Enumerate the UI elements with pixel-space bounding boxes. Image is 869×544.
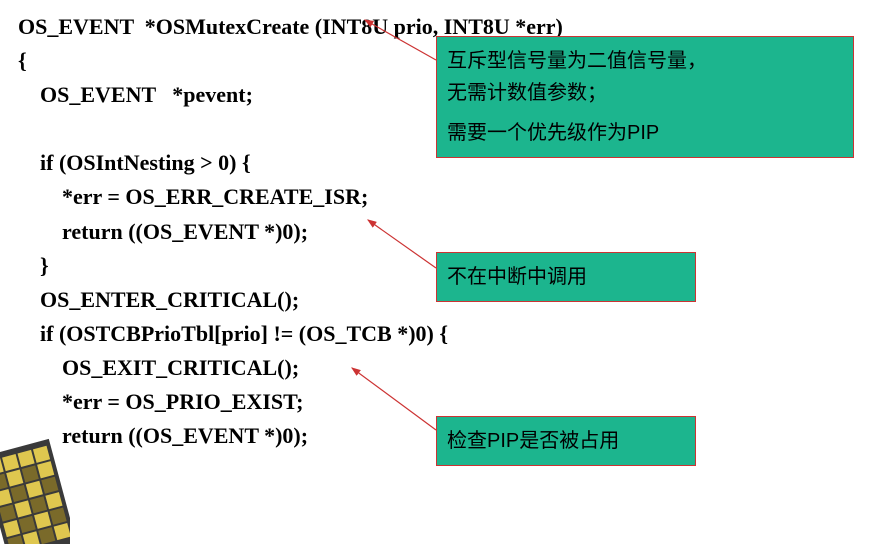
code-line: return ((OS_EVENT *)0); — [18, 219, 308, 244]
annotation-text-line: 互斥型信号量为二值信号量， — [447, 45, 843, 77]
code-line: OS_EXIT_CRITICAL(); — [18, 355, 299, 380]
code-line: if (OSIntNesting > 0) { — [18, 150, 251, 175]
code-line: *err = OS_ERR_CREATE_ISR; — [18, 184, 368, 209]
code-line: if (OSTCBPrioTbl[prio] != (OS_TCB *)0) { — [18, 321, 448, 346]
code-line: *err = OS_PRIO_EXIST; — [18, 389, 304, 414]
code-line: OS_EVENT *pevent; — [18, 82, 253, 107]
code-line: } — [18, 253, 49, 278]
annotation-check-pip: 检查PIP是否被占用 — [436, 416, 696, 466]
decorative-corner-graphic — [0, 424, 70, 544]
code-line: OS_ENTER_CRITICAL(); — [18, 287, 299, 312]
annotation-text: 不在中断中调用 — [447, 266, 587, 288]
code-line: { — [18, 48, 27, 73]
annotation-text-line: 无需计数值参数； — [447, 77, 843, 109]
annotation-mutex-description: 互斥型信号量为二值信号量， 无需计数值参数； 需要一个优先级作为PIP — [436, 36, 854, 158]
annotation-text-line: 需要一个优先级作为PIP — [447, 117, 843, 149]
annotation-text: 检查PIP是否被占用 — [447, 430, 619, 452]
annotation-no-isr: 不在中断中调用 — [436, 252, 696, 302]
